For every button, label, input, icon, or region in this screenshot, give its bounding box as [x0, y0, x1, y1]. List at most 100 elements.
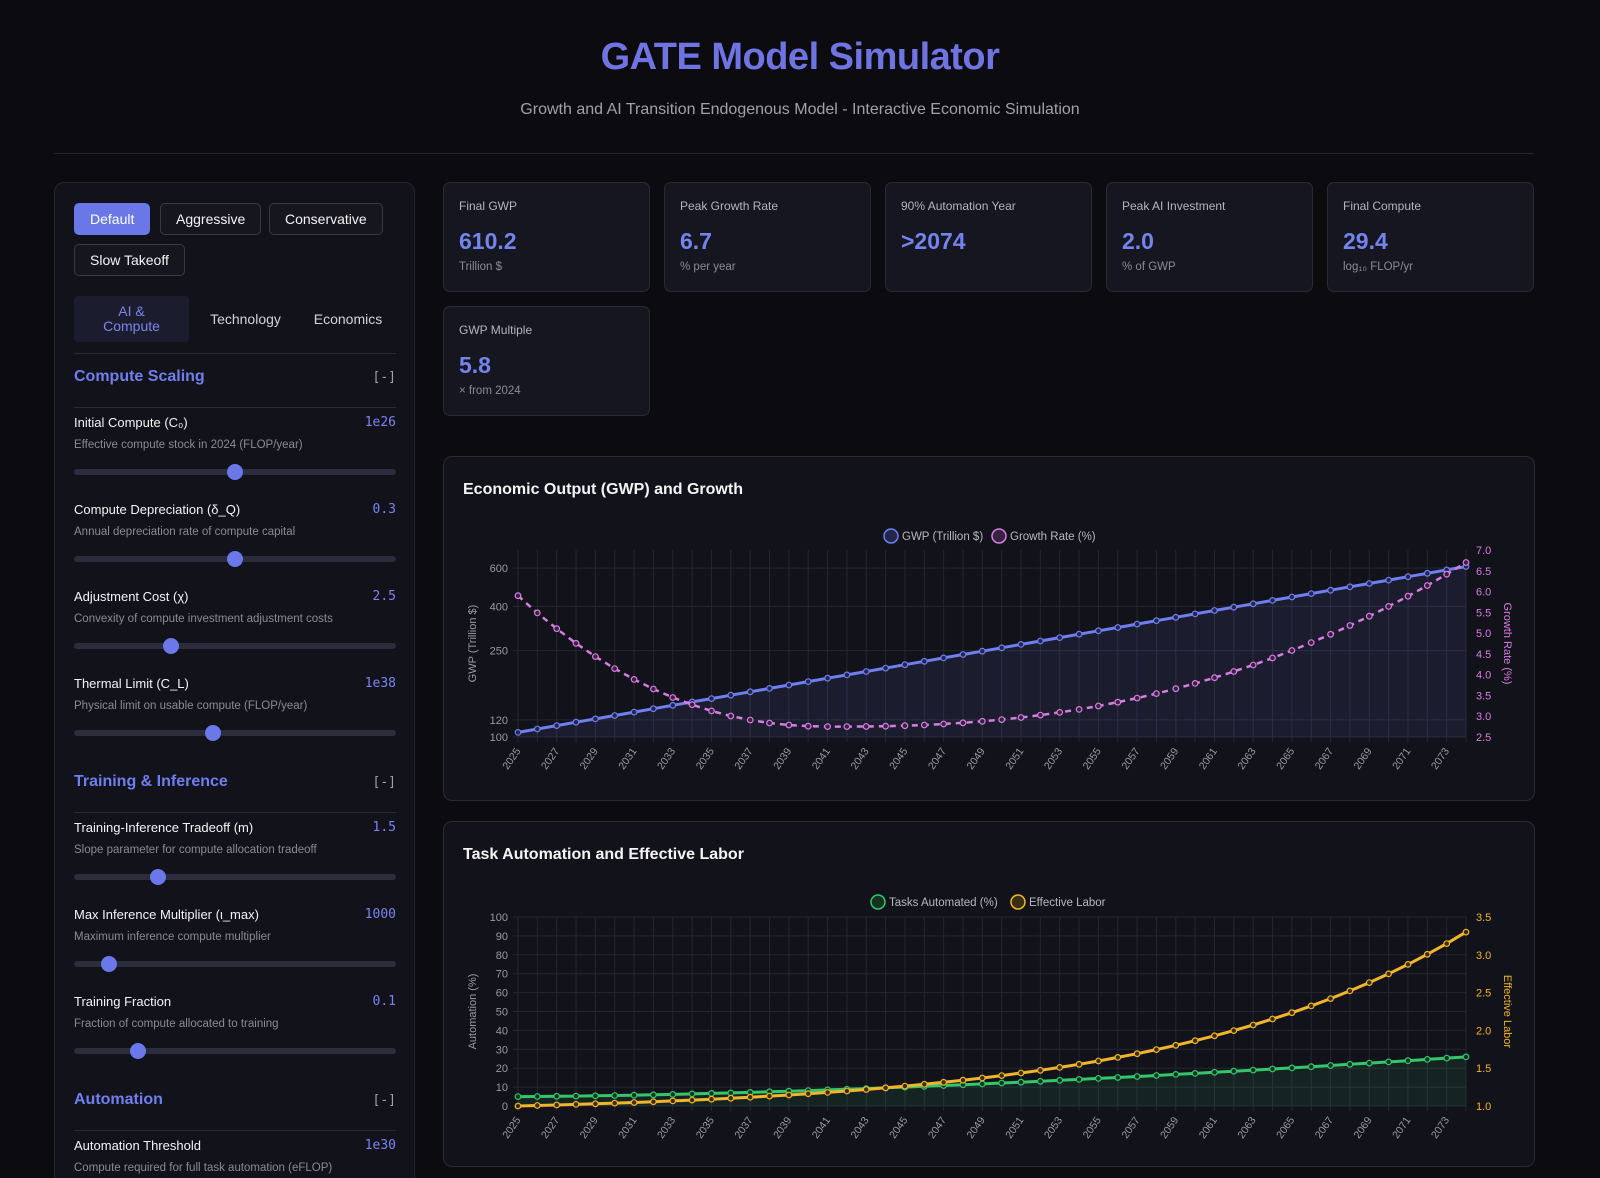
- training-fraction-slider[interactable]: [74, 1043, 396, 1059]
- param-initial-compute: Initial Compute (C₀) 1e26 Effective comp…: [74, 415, 396, 495]
- collapse-toggle[interactable]: [-]: [372, 1093, 396, 1108]
- slider-thumb[interactable]: [227, 464, 243, 480]
- data-point: [514, 592, 522, 600]
- slider-thumb[interactable]: [101, 956, 118, 972]
- data-point: [1037, 711, 1044, 719]
- x-tick-label: 2033: [655, 1115, 678, 1141]
- slider-thumb[interactable]: [227, 551, 243, 567]
- data-point: [901, 722, 909, 730]
- data-point: [1346, 622, 1354, 629]
- collapse-toggle[interactable]: [-]: [372, 370, 396, 385]
- compute-depreciation-slider[interactable]: [74, 551, 396, 567]
- data-point: [1269, 654, 1276, 662]
- metric-label: Final Compute: [1343, 199, 1422, 213]
- x-tick-label: 2071: [1390, 746, 1413, 772]
- tab-economics[interactable]: Economics: [313, 310, 383, 327]
- automation-labor-chart: Tasks Automated (%) Effective Labor 2025 20…: [467, 894, 1513, 1141]
- data-point: [1307, 1063, 1315, 1071]
- metric-label: GWP Multiple: [459, 323, 533, 337]
- data-point: [1288, 593, 1296, 601]
- data-point: [708, 707, 715, 715]
- data-point: [1230, 1067, 1238, 1075]
- section-training-inference[interactable]: Training & Inference [-]: [74, 773, 396, 813]
- parameter-tabs: AI & Compute Technology Economics: [74, 296, 396, 354]
- tab-technology[interactable]: Technology: [210, 310, 281, 327]
- data-point: [978, 647, 986, 655]
- x-tick-label: 2059: [1158, 1115, 1181, 1141]
- data-point: [804, 1090, 812, 1098]
- slider-thumb[interactable]: [149, 869, 166, 885]
- data-point: [1172, 1041, 1180, 1049]
- collapse-toggle[interactable]: [-]: [372, 775, 396, 790]
- page-title: GATE Model Simulator: [600, 36, 1000, 78]
- data-point: [533, 1093, 541, 1100]
- x-tick-label: 2055: [1081, 1115, 1104, 1141]
- data-point: [630, 1099, 638, 1106]
- data-point: [688, 1096, 696, 1104]
- param-description: Convexity of compute investment adjustme…: [74, 613, 333, 625]
- data-point: [553, 1092, 561, 1100]
- data-point: [998, 1072, 1006, 1080]
- data-point: [514, 729, 522, 736]
- legend-marker: [1010, 894, 1026, 910]
- x-tick-label: 2053: [1042, 746, 1065, 772]
- data-point: [553, 625, 561, 633]
- data-point: [1462, 1053, 1470, 1061]
- preset-conservative-button[interactable]: Conservative: [269, 203, 383, 235]
- preset-aggressive-button[interactable]: Aggressive: [160, 203, 262, 235]
- data-point: [1153, 690, 1160, 698]
- metric-unit: log₁₀ FLOP/yr: [1343, 261, 1414, 273]
- data-point: [1365, 580, 1373, 587]
- gwp-chart-panel: Economic Output (GWP) and Growth GWP (Tr…: [443, 456, 1535, 801]
- tab-ai-compute[interactable]: AI & Compute: [74, 296, 189, 342]
- x-tick-label: 2059: [1158, 746, 1181, 772]
- data-point: [1056, 634, 1064, 642]
- series-area-fill: [518, 1056, 1466, 1106]
- max-inference-slider[interactable]: [74, 956, 396, 972]
- automation-chart-panel: Task Automation and Effective Labor Task…: [443, 821, 1535, 1167]
- data-point: [766, 719, 773, 727]
- slider-thumb[interactable]: [130, 1043, 147, 1059]
- section-compute-scaling[interactable]: Compute Scaling [-]: [74, 368, 396, 408]
- preset-default-button[interactable]: Default: [74, 203, 151, 235]
- y-right-axis-title: Growth Rate (%): [1501, 603, 1513, 685]
- adjustment-cost-slider[interactable]: [74, 638, 396, 654]
- param-description: Maximum inference compute multiplier: [74, 931, 271, 943]
- slider-thumb[interactable]: [162, 638, 179, 654]
- data-point: [572, 718, 580, 726]
- data-point: [1056, 1076, 1064, 1084]
- slider-thumb[interactable]: [205, 725, 222, 741]
- x-tick-label: 2039: [771, 746, 794, 772]
- x-tick-label: 2031: [616, 746, 639, 772]
- data-point: [882, 722, 890, 730]
- data-point: [1385, 970, 1392, 978]
- data-point: [1056, 708, 1064, 716]
- y-left-axis-title: GWP (Trillion $): [467, 605, 479, 683]
- section-automation[interactable]: Automation [-]: [74, 1091, 396, 1131]
- param-adjustment-cost: Adjustment Cost (χ) 2.5 Convexity of com…: [74, 589, 396, 669]
- thermal-limit-slider[interactable]: [74, 725, 396, 741]
- data-point: [959, 651, 967, 658]
- data-point: [1153, 1046, 1160, 1054]
- data-point: [766, 684, 773, 692]
- metric-label: Peak AI Investment: [1122, 199, 1226, 213]
- data-point: [1423, 582, 1431, 589]
- initial-compute-slider[interactable]: [74, 464, 396, 480]
- preset-slow-takeoff-button[interactable]: Slow Takeoff: [74, 244, 185, 276]
- data-point: [1443, 570, 1451, 578]
- metric-value: >2074: [901, 228, 966, 254]
- param-label: Thermal Limit (C_L): [74, 676, 189, 691]
- param-compute-depreciation: Compute Depreciation (δ_Q) 0.3 Annual de…: [74, 502, 396, 582]
- data-point: [998, 1079, 1006, 1087]
- metric-unit: Trillion $: [459, 261, 503, 273]
- data-point: [1423, 1055, 1431, 1063]
- data-point: [649, 1091, 657, 1099]
- param-training-inference-tradeoff: Training-Inference Tradeoff (m) 1.5 Slop…: [74, 820, 396, 900]
- tradeoff-slider[interactable]: [74, 869, 396, 885]
- data-point: [1269, 1015, 1276, 1023]
- data-point: [1095, 1057, 1102, 1065]
- data-point: [1114, 698, 1122, 706]
- x-tick-label: 2057: [1119, 1115, 1142, 1141]
- legend-label: GWP (Trillion $): [902, 531, 983, 543]
- data-point: [920, 1080, 928, 1088]
